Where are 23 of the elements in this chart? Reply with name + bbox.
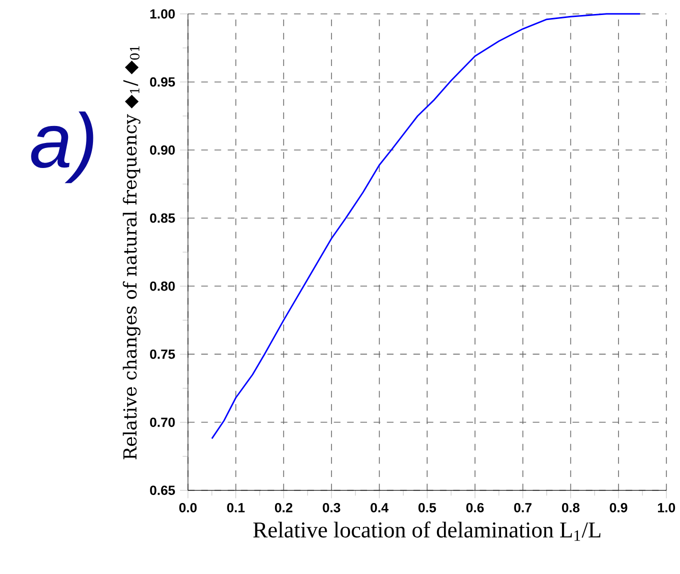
- x-tick-label: 0.8: [562, 503, 580, 512]
- x-tick-label: 0.0: [179, 503, 197, 512]
- y-tick-label: 0.75: [150, 350, 175, 359]
- x-tick-label: 0.2: [274, 503, 292, 512]
- x-tick-label: 0.6: [466, 503, 484, 512]
- y-tick-label: 0.80: [150, 282, 175, 291]
- x-tick-label: 0.9: [610, 503, 628, 512]
- y-tick-label: 0.70: [150, 418, 175, 428]
- x-tick-label: 0.1: [227, 503, 245, 512]
- line-series: [211, 13, 641, 440]
- y-axis-title: Relative changes of natural frequency ◆$_{1}$/ ◆$_{01}$: [122, 46, 140, 460]
- x-axis-title: Relative location of delamination L$_{1}$/L: [253, 522, 600, 541]
- x-tick-label: 0.4: [370, 503, 388, 512]
- y-tick-label: 0.90: [150, 145, 175, 155]
- y-tick-label: 1.00: [150, 9, 175, 19]
- y-tick-label: 0.95: [150, 77, 175, 87]
- y-tick-label: 0.65: [150, 486, 175, 496]
- x-tick-label: 0.5: [418, 503, 436, 512]
- y-tick-label: 0.85: [150, 213, 175, 223]
- x-tick-label: 1.0: [658, 503, 676, 512]
- x-tick-label: 0.3: [322, 503, 340, 512]
- x-tick-label: 0.7: [514, 503, 532, 512]
- text: a): [31, 112, 94, 184]
